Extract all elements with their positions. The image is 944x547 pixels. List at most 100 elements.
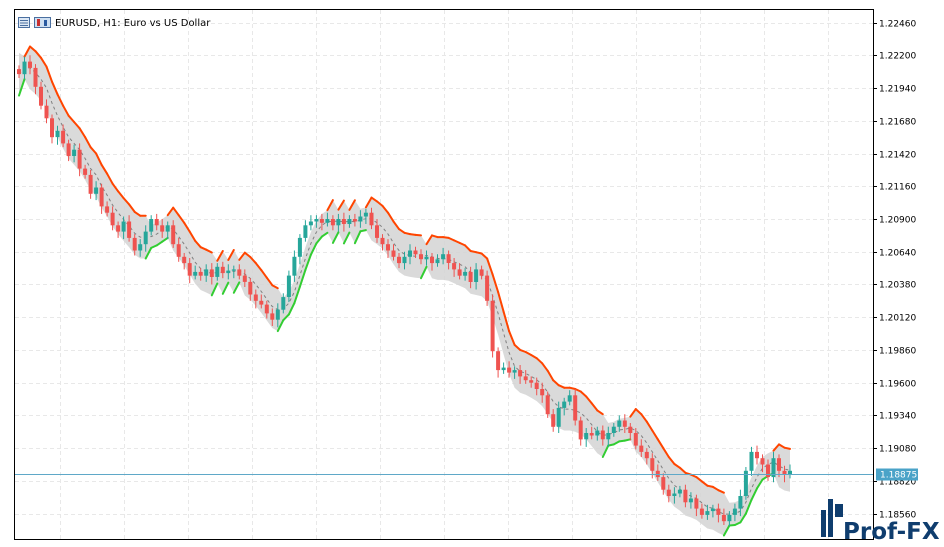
symbol-icon[interactable] bbox=[34, 17, 51, 28]
price-tick-label: 1.19860 bbox=[879, 347, 916, 357]
candle bbox=[760, 454, 765, 473]
candle bbox=[688, 492, 693, 509]
candle bbox=[319, 213, 324, 231]
candle bbox=[655, 464, 660, 481]
candle bbox=[578, 416, 583, 446]
lower-band-segment bbox=[331, 231, 340, 244]
price-axis: 1.22460 1.22200 1.21940 1.21680 1.21420 1.211… bbox=[873, 20, 916, 521]
candle bbox=[242, 269, 247, 287]
candle-body bbox=[512, 370, 517, 373]
upper-band-segment bbox=[194, 239, 202, 249]
price-tick-label: 1.21160 bbox=[879, 183, 916, 193]
candle-body bbox=[573, 395, 578, 421]
candle bbox=[424, 250, 429, 266]
upper-band-segment bbox=[177, 214, 186, 224]
upper-band-segment bbox=[260, 269, 268, 279]
lower-band-segment bbox=[756, 478, 764, 490]
lower-band-segment bbox=[18, 78, 26, 97]
candle-body bbox=[319, 219, 324, 223]
upper-band-segment bbox=[579, 390, 588, 398]
candle bbox=[699, 503, 704, 519]
upper-band-segment bbox=[238, 251, 246, 261]
candle-body bbox=[110, 212, 115, 226]
candle-body bbox=[639, 445, 644, 452]
upper-band-segment bbox=[458, 241, 467, 247]
candle-body bbox=[738, 496, 743, 509]
candle bbox=[710, 504, 715, 518]
candle bbox=[694, 494, 699, 517]
upper-band-segment bbox=[629, 408, 637, 418]
candle bbox=[165, 221, 170, 240]
lower-band-segment bbox=[309, 242, 318, 256]
candle-body bbox=[330, 219, 335, 226]
upper-band-segment bbox=[486, 257, 494, 276]
window-header: EURUSD, H1: Euro vs US Dollar bbox=[18, 17, 211, 29]
candle-body bbox=[352, 219, 357, 222]
upper-band-segment bbox=[695, 476, 703, 483]
chart-menu-icon[interactable] bbox=[18, 17, 30, 28]
candle bbox=[138, 239, 143, 257]
candle-body bbox=[209, 269, 214, 277]
upper-band-segment bbox=[387, 211, 395, 223]
candle bbox=[77, 143, 82, 177]
candle bbox=[611, 423, 616, 437]
candle bbox=[743, 467, 748, 500]
candle-body bbox=[386, 244, 390, 251]
candle-body bbox=[743, 470, 748, 496]
upper-band-segment bbox=[117, 190, 125, 200]
candle bbox=[512, 366, 517, 379]
candle-body bbox=[677, 489, 682, 494]
price-tick-label: 1.22460 bbox=[879, 20, 916, 30]
candle bbox=[413, 246, 418, 258]
candle bbox=[99, 183, 104, 214]
candle-body bbox=[198, 271, 203, 276]
lower-band-segment bbox=[320, 231, 329, 238]
candle bbox=[55, 125, 60, 145]
lower-band-segment bbox=[282, 313, 290, 322]
prof-fx-logo: Prof-FX bbox=[821, 499, 940, 545]
candle-body bbox=[655, 470, 660, 478]
candle-body bbox=[259, 300, 264, 305]
upper-band-segment bbox=[78, 127, 87, 139]
candle-body bbox=[226, 270, 231, 274]
lower-band-segment bbox=[353, 230, 362, 245]
upper-band-segment bbox=[453, 239, 461, 244]
candle bbox=[573, 389, 578, 426]
candle-body bbox=[463, 271, 468, 276]
candle-body bbox=[496, 351, 501, 371]
candle-body bbox=[419, 254, 423, 260]
candle-body bbox=[358, 216, 363, 222]
upper-band-segment bbox=[265, 276, 274, 287]
candle bbox=[391, 244, 396, 261]
candle-body bbox=[121, 221, 126, 232]
upper-band-segment bbox=[480, 252, 489, 260]
candle-body bbox=[171, 225, 176, 245]
candle-body bbox=[127, 221, 132, 238]
candle bbox=[749, 446, 754, 476]
lower-band-segment bbox=[601, 444, 610, 458]
upper-band-segment bbox=[34, 50, 42, 59]
candle bbox=[788, 464, 792, 479]
candle bbox=[606, 426, 611, 447]
candle bbox=[600, 425, 605, 446]
candle-body bbox=[446, 254, 451, 263]
candle bbox=[644, 448, 649, 465]
candle-body bbox=[341, 219, 346, 224]
candle-body bbox=[281, 297, 286, 310]
upper-band-segment bbox=[508, 330, 516, 346]
candle bbox=[716, 503, 721, 523]
price-tick-label: 1.21940 bbox=[879, 85, 916, 95]
candle bbox=[766, 459, 770, 481]
candle-body bbox=[50, 118, 54, 138]
current-price-label: 1.18875 bbox=[880, 471, 917, 481]
candle-body bbox=[562, 401, 567, 408]
upper-band-segment bbox=[541, 362, 549, 372]
candle bbox=[204, 264, 209, 282]
candle bbox=[369, 207, 374, 230]
upper-band-segment bbox=[640, 413, 648, 423]
lower-band-segment bbox=[304, 253, 312, 271]
candle-body bbox=[424, 256, 429, 260]
candle bbox=[231, 265, 236, 279]
candle bbox=[154, 213, 159, 231]
